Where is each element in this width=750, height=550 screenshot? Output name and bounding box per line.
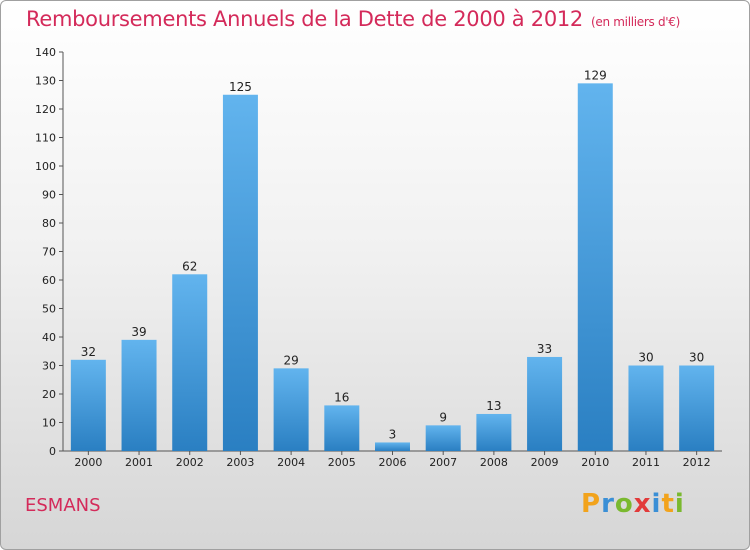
bar-value-label: 29 <box>283 353 298 367</box>
bar-value-label: 129 <box>584 68 607 82</box>
bar <box>679 365 715 451</box>
y-tick-label: 140 <box>35 46 56 59</box>
proxiti-logo: Proxiti <box>581 489 685 519</box>
y-tick-label: 130 <box>35 75 56 88</box>
x-tick-label: 2000 <box>74 456 102 469</box>
y-tick-label: 70 <box>42 246 56 259</box>
x-tick-label: 2004 <box>277 456 305 469</box>
bar <box>172 274 208 451</box>
bar <box>375 442 410 451</box>
bar-value-label: 125 <box>229 80 252 94</box>
y-tick-label: 0 <box>49 445 56 458</box>
logo-letter: i <box>674 489 685 519</box>
x-tick-label: 2002 <box>176 456 204 469</box>
x-tick-label: 2008 <box>480 456 508 469</box>
x-tick-label: 2005 <box>328 456 356 469</box>
chart-title-text: Remboursements Annuels de la Dette de 20… <box>26 7 583 31</box>
x-tick-label: 2001 <box>125 456 153 469</box>
x-tick-label: 2007 <box>429 456 457 469</box>
bar-value-label: 39 <box>131 325 146 339</box>
bar-value-label: 16 <box>334 390 349 404</box>
bar-value-label: 30 <box>689 351 704 365</box>
y-tick-label: 30 <box>42 360 56 373</box>
bar <box>425 425 461 451</box>
y-tick-label: 40 <box>42 331 56 344</box>
bar <box>222 94 258 451</box>
y-tick-label: 50 <box>42 303 56 316</box>
bar-value-label: 32 <box>81 345 96 359</box>
x-tick-label: 2003 <box>226 456 254 469</box>
bar-value-label: 13 <box>486 399 501 413</box>
x-tick-label: 2006 <box>379 456 407 469</box>
bar-value-label: 9 <box>439 410 447 424</box>
bar-value-label: 30 <box>638 351 653 365</box>
y-tick-label: 110 <box>35 132 56 145</box>
bar-value-label: 3 <box>389 427 397 441</box>
x-tick-label: 2009 <box>531 456 559 469</box>
bar <box>273 368 309 451</box>
commune-name: ESMANS <box>25 495 101 516</box>
y-tick-label: 120 <box>35 103 56 116</box>
chart-title: Remboursements Annuels de la Dette de 20… <box>26 7 680 31</box>
bar <box>577 83 613 451</box>
y-tick-label: 20 <box>42 388 56 401</box>
y-tick-label: 80 <box>42 217 56 230</box>
bar <box>628 365 664 451</box>
logo-letter: o <box>614 489 634 519</box>
chart-subtitle: (en milliers d'€) <box>591 15 681 29</box>
logo-letter: x <box>633 489 652 519</box>
logo-letter: P <box>581 489 602 519</box>
bar <box>527 356 563 451</box>
x-tick-label: 2010 <box>581 456 609 469</box>
x-tick-label: 2011 <box>632 456 660 469</box>
bar <box>476 413 512 451</box>
y-tick-label: 100 <box>35 160 56 173</box>
logo-letter: t <box>661 489 675 519</box>
logo-letter: i <box>651 489 662 519</box>
y-tick-label: 10 <box>42 417 56 430</box>
bar-value-label: 33 <box>537 342 552 356</box>
x-tick-label: 2012 <box>683 456 711 469</box>
bar-value-label: 62 <box>182 259 197 273</box>
logo-letter: r <box>601 489 615 519</box>
bar <box>70 359 106 451</box>
y-tick-label: 90 <box>42 189 56 202</box>
y-tick-label: 60 <box>42 274 56 287</box>
bar <box>324 405 360 451</box>
bar <box>121 339 157 451</box>
